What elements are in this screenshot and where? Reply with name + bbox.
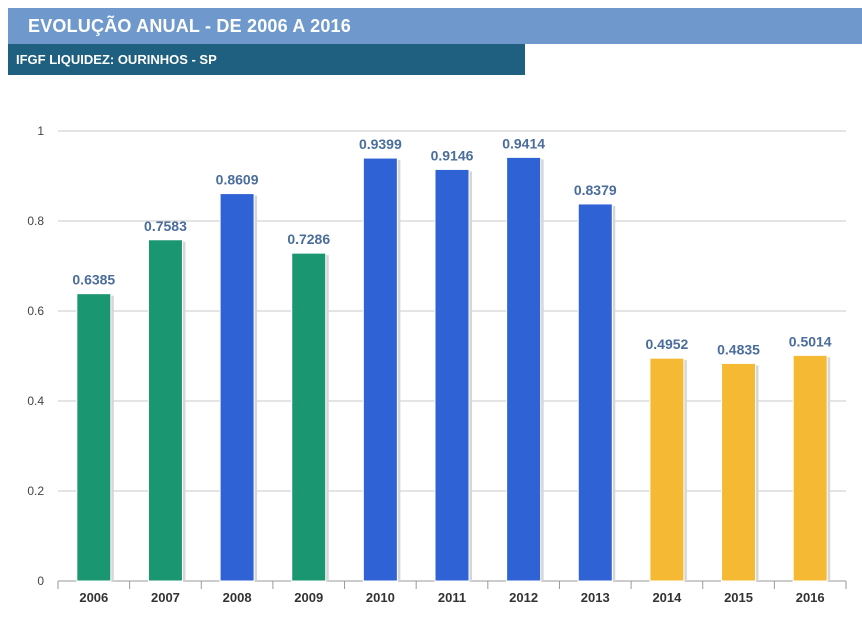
value-label-2007: 0.7583 — [144, 218, 187, 234]
bar-2016 — [792, 354, 828, 582]
value-label-2015: 0.4835 — [717, 341, 760, 357]
x-tick-label-2011: 2011 — [438, 590, 466, 605]
value-label-2012: 0.9414 — [502, 135, 545, 151]
y-tick-label: 0.2 — [27, 484, 44, 498]
x-tick-label-2013: 2013 — [581, 590, 610, 605]
y-tick-label: 1 — [37, 124, 44, 138]
x-tick-label-2006: 2006 — [79, 590, 108, 605]
chart-bars — [76, 156, 831, 582]
value-label-2008: 0.8609 — [216, 172, 259, 188]
bar-2013 — [577, 203, 613, 582]
x-tick-label-2009: 2009 — [294, 590, 323, 605]
bar-2009 — [291, 252, 327, 582]
bar-2007 — [147, 239, 183, 582]
title-bar: EVOLUÇÃO ANUAL - DE 2006 A 2016 — [8, 8, 862, 44]
bar-2015 — [721, 362, 757, 582]
subtitle-bar: IFGF LIQUIDEZ: OURINHOS - SP — [8, 44, 525, 75]
bar-2008 — [219, 193, 255, 582]
x-tick-label-2012: 2012 — [509, 590, 538, 605]
y-tick-label: 0 — [37, 574, 44, 588]
y-tick-label: 0.4 — [27, 394, 44, 408]
bar-2014 — [649, 357, 685, 582]
value-label-2011: 0.9146 — [431, 147, 474, 163]
bar-2012 — [506, 156, 542, 582]
x-tick-label-2016: 2016 — [796, 590, 825, 605]
value-labels: 0.6385 0.7583 0.8609 0.7286 0.9399 0.9146 0.94… — [72, 135, 831, 357]
x-tick-label-2007: 2007 — [151, 590, 180, 605]
value-label-2009: 0.7286 — [287, 231, 330, 247]
page-title: EVOLUÇÃO ANUAL - DE 2006 A 2016 — [28, 16, 351, 36]
y-tick-label: 0.8 — [27, 214, 44, 228]
value-label-2014: 0.4952 — [645, 336, 688, 352]
page-subtitle: IFGF LIQUIDEZ: OURINHOS - SP — [16, 52, 217, 67]
bar-2010 — [362, 157, 398, 582]
y-tick-label: 0.6 — [27, 304, 44, 318]
bar-2006 — [76, 293, 112, 582]
bar-2011 — [434, 168, 470, 582]
value-label-2013: 0.8379 — [574, 182, 617, 198]
x-tick-label-2008: 2008 — [223, 590, 252, 605]
value-label-2006: 0.6385 — [72, 272, 115, 288]
y-axis-ticks: 0 0.2 0.4 0.6 0.8 1 — [27, 124, 44, 588]
x-axis-ticks: 2006 2007 2008 2009 2010 2011 2012 2013 2014 2015… — [57, 581, 847, 605]
value-label-2016: 0.5014 — [789, 333, 832, 349]
x-tick-label-2014: 2014 — [652, 590, 682, 605]
value-label-2010: 0.9399 — [359, 136, 402, 152]
x-tick-label-2010: 2010 — [366, 590, 395, 605]
x-tick-label-2015: 2015 — [724, 590, 753, 605]
